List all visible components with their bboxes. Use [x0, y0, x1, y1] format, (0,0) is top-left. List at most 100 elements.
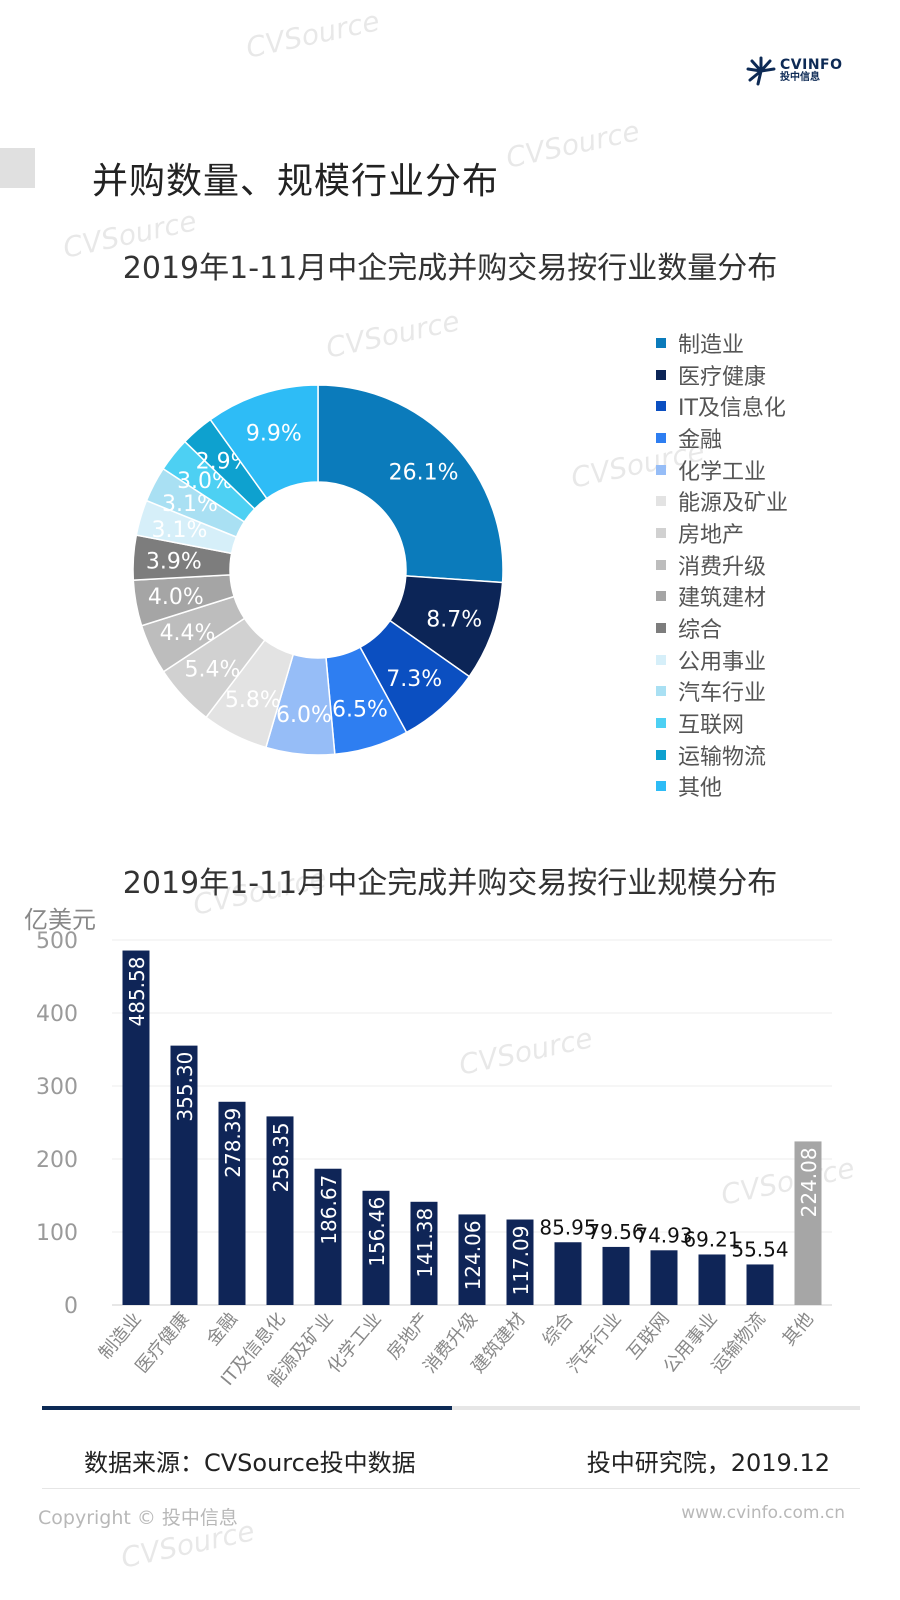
bar	[794, 1141, 822, 1305]
donut-slice-label: 26.1%	[389, 460, 459, 485]
legend-label: 能源及矿业	[678, 491, 789, 517]
legend-label: 运输物流	[678, 744, 767, 770]
legend-item: 化学工业	[656, 454, 788, 486]
bar	[122, 950, 150, 1305]
donut-slice-label: 4.4%	[160, 621, 216, 646]
bar-value-label: 485.58	[125, 957, 149, 1027]
donut-slice-label: 4.0%	[148, 585, 204, 610]
watermark: CVSource	[243, 4, 383, 65]
bar-value-label: 156.46	[365, 1197, 389, 1267]
donut-slice-label: 5.8%	[225, 688, 281, 713]
legend-swatch	[656, 464, 666, 475]
bar	[746, 1264, 774, 1305]
bar-chart-title: 2019年1-11月中企完成并购交易按行业规模分布	[122, 866, 778, 901]
legend-item: 互联网	[656, 707, 788, 739]
legend-item: 公用事业	[656, 644, 788, 676]
footer-divider	[452, 1406, 860, 1410]
bar	[602, 1246, 630, 1305]
legend-label: 互联网	[678, 713, 745, 739]
y-tick-label: 300	[36, 1075, 78, 1100]
brand-name-cn: 投中信息	[780, 72, 820, 84]
legend-item: 医疗健康	[656, 359, 788, 391]
section-marker	[0, 148, 35, 188]
legend-item: 制造业	[656, 327, 788, 359]
x-tick-label: 综合	[539, 1309, 578, 1350]
legend-swatch	[656, 401, 666, 412]
bar-value-label: 186.67	[317, 1175, 341, 1245]
bar-chart: 0100200300400500485.58制造业355.30医疗健康278.3…	[36, 929, 832, 1391]
legend-item: 运输物流	[656, 739, 788, 771]
bar-value-label: 355.30	[173, 1052, 197, 1122]
legend-swatch	[656, 718, 666, 729]
legend-swatch	[656, 781, 666, 792]
logo-burst-icon	[746, 56, 776, 86]
legend-item: 汽车行业	[656, 676, 788, 708]
bar	[266, 1116, 294, 1305]
publisher-date: 投中研究院，2019.12	[586, 1449, 830, 1477]
donut-slice-label: 8.7%	[426, 607, 482, 632]
bar-value-label: 141.38	[413, 1208, 437, 1278]
legend-swatch	[656, 749, 666, 760]
brand-logo: CVINFO 投中信息	[746, 56, 843, 86]
legend-swatch	[656, 369, 666, 380]
donut-chart: 26.1% 8.7% 7.3% 6.5%6.0%5.8% 5.4% 4.4% 4.0% 3.9…	[132, 384, 504, 756]
x-tick-label: 其他	[779, 1309, 818, 1350]
bar	[458, 1214, 486, 1305]
bar	[698, 1254, 726, 1305]
legend-label: 建筑建材	[678, 586, 767, 612]
legend-item: 其他	[656, 771, 788, 803]
bar-value-label: 278.39	[221, 1108, 245, 1178]
legend-item: IT及信息化	[656, 390, 788, 422]
legend-label: 消费升级	[678, 554, 767, 580]
bar-value-label: 69.21	[683, 1227, 740, 1251]
donut-slice-label: 6.5%	[332, 697, 388, 722]
legend-label: 制造业	[678, 332, 745, 358]
legend-item: 建筑建材	[656, 581, 788, 613]
legend-swatch	[656, 559, 666, 570]
legend-item: 能源及矿业	[656, 485, 788, 517]
y-tick-label: 500	[36, 929, 78, 954]
legend-label: 其他	[678, 776, 723, 802]
donut-slice-label: 7.3%	[386, 667, 442, 692]
donut-legend: 制造业医疗健康 IT及信息化金融化学工业能源及矿业房地产消费升级建筑建材综合公用事…	[656, 327, 788, 802]
legend-label: 汽车行业	[678, 681, 767, 707]
bar-value-label: 85.95	[539, 1215, 596, 1239]
bar-value-label: 117.09	[509, 1226, 533, 1296]
bar-value-label: 224.08	[797, 1147, 821, 1217]
footer-rule	[42, 1488, 860, 1489]
data-source: 数据来源：CVSource投中数据	[84, 1449, 416, 1477]
legend-label: 公用事业	[678, 649, 767, 675]
legend-swatch	[656, 623, 666, 634]
legend-item: 房地产	[656, 517, 788, 549]
bar-value-label: 74.93	[635, 1223, 692, 1247]
bar	[218, 1101, 246, 1305]
bar	[314, 1168, 342, 1305]
legend-label: 化学工业	[678, 459, 767, 485]
bar	[410, 1201, 438, 1305]
donut-chart-title: 2019年1-11月中企完成并购交易按行业数量分布	[122, 251, 778, 286]
y-tick-label: 400	[36, 1002, 78, 1027]
brand-name-en: CVINFO	[780, 57, 843, 74]
watermark: CVSource	[503, 114, 643, 175]
legend-swatch	[656, 432, 666, 443]
legend-item: 消费升级	[656, 549, 788, 581]
legend-label: 金融	[678, 427, 723, 453]
legend-swatch	[656, 337, 666, 348]
y-tick-label: 100	[36, 1221, 78, 1246]
bar-value-label: 55.54	[731, 1237, 788, 1261]
legend-label: 综合	[678, 618, 723, 644]
y-tick-label: 200	[36, 1148, 78, 1173]
bar-value-label: 258.35	[269, 1122, 293, 1192]
website-link[interactable]: www.cvinfo.com.cn	[681, 1503, 845, 1523]
legend-label: 医疗健康	[678, 364, 767, 390]
bar-value-label: 124.06	[461, 1220, 485, 1290]
legend-swatch	[656, 686, 666, 697]
bar	[362, 1190, 390, 1305]
legend-label: 房地产	[678, 522, 745, 548]
donut-slice-label: 6.0%	[276, 703, 332, 728]
bar-value-label: 79.56	[587, 1220, 644, 1244]
bar	[650, 1250, 678, 1305]
y-axis-unit: 亿美元	[24, 906, 96, 934]
legend-item: 综合	[656, 612, 788, 644]
bar	[170, 1045, 198, 1305]
